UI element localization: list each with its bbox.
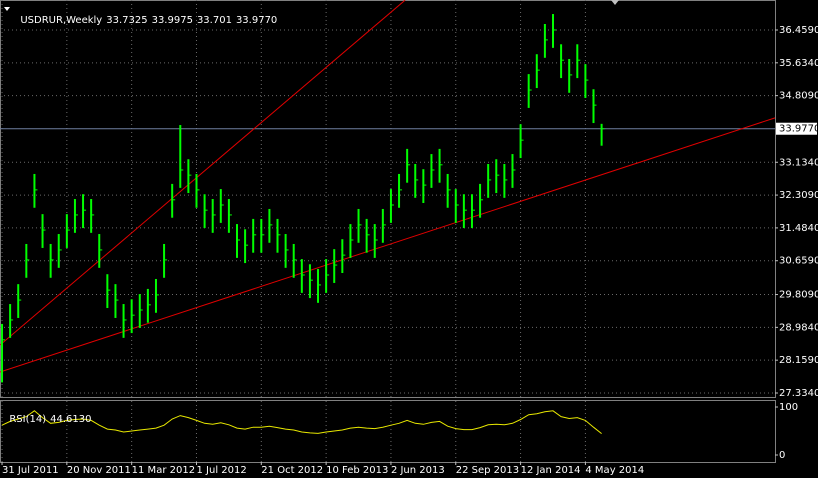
x-tick-label: 12 Jan 2014 [521, 465, 581, 476]
price-frame [0, 0, 776, 398]
trendline [0, 117, 776, 373]
symbol: USDRUR,Weekly [20, 15, 103, 26]
y-tick-label: 31.4840 [779, 223, 818, 234]
y-tick-label: 28.9840 [779, 322, 818, 333]
header-triangle [4, 7, 10, 11]
y-tick-label: 35.6340 [779, 58, 818, 69]
rsi-line [1, 410, 602, 434]
x-tick-label: 1 Jul 2012 [196, 465, 246, 476]
x-tick-label: 10 Feb 2013 [326, 465, 388, 476]
y-tick-label: 27.3340 [779, 388, 818, 399]
indicator-name: RSI(14) [9, 414, 47, 425]
y-tick-label: 0 [779, 450, 785, 461]
y-tick-label: 36.4590 [779, 25, 818, 36]
trendline [0, 0, 406, 346]
y-tick-label: 100 [779, 402, 798, 413]
x-tick-label: 20 Nov 2011 [67, 465, 131, 476]
x-tick-label: 22 Sep 2013 [456, 465, 519, 476]
x-tick-label: 2 Jun 2013 [391, 465, 445, 476]
indicator-value: 44.6130 [50, 414, 92, 425]
x-tick-label: 21 Oct 2012 [261, 465, 323, 476]
close: 33.9770 [235, 15, 278, 26]
x-tick-label: 31 Jul 2011 [2, 465, 59, 476]
open: 33.7325 [106, 15, 148, 26]
indicator-header: RSI(14) 44.6130 [3, 402, 96, 426]
bid-label-box [776, 122, 817, 135]
y-tick-label: 30.6590 [779, 256, 818, 267]
x-tick-label: 4 May 2014 [585, 465, 644, 476]
y-tick-label: 32.3090 [779, 190, 818, 201]
y-tick-label: 33.1340 [779, 157, 818, 168]
shift-marker [611, 0, 619, 5]
chart-header: USDRUR,Weekly 33.7325 33.9975 33.701 33.9770 [14, 3, 281, 27]
y-tick-label: 29.8090 [779, 290, 818, 301]
bid-label: 33.9770 [779, 124, 818, 135]
x-tick-label: 11 Mar 2012 [132, 465, 195, 476]
indicator-frame [0, 400, 776, 463]
high: 33.9975 [151, 15, 193, 26]
low: 33.701 [196, 15, 232, 26]
y-tick-label: 28.1590 [779, 355, 818, 366]
y-tick-label: 34.8090 [779, 91, 818, 102]
